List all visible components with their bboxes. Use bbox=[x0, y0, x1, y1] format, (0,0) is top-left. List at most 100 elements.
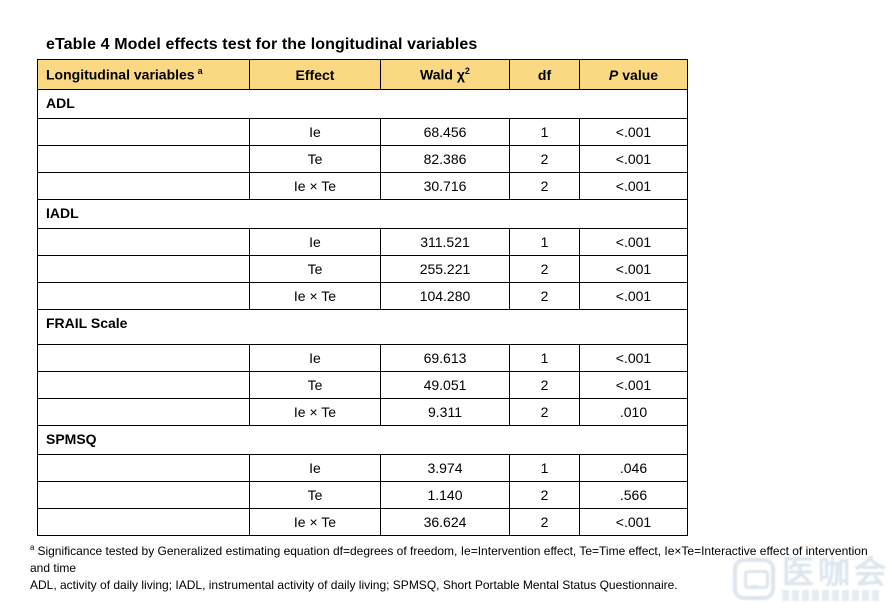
header-wald-label: Wald χ bbox=[420, 66, 465, 83]
cell-wald-chi2: 68.456 bbox=[380, 118, 510, 146]
cell-effect: Ie × Te bbox=[249, 172, 381, 200]
cell-df: 2 bbox=[509, 255, 580, 283]
section-row: SPMSQ bbox=[37, 425, 688, 455]
cell-p-value: <.001 bbox=[579, 145, 688, 173]
section-label: IADL bbox=[37, 199, 688, 229]
cell-wald-chi2: 1.140 bbox=[380, 481, 510, 509]
cell-df: 1 bbox=[509, 118, 580, 146]
cell-variable bbox=[37, 118, 250, 146]
cell-p-value: <.001 bbox=[579, 282, 688, 310]
cell-wald-chi2: 311.521 bbox=[380, 228, 510, 256]
cell-p-value: <.001 bbox=[579, 172, 688, 200]
cell-wald-chi2: 69.613 bbox=[380, 344, 510, 372]
cell-p-value: .046 bbox=[579, 454, 688, 482]
section-row: IADL bbox=[37, 199, 688, 229]
cell-effect: Ie bbox=[249, 454, 381, 482]
cell-p-value: <.001 bbox=[579, 255, 688, 283]
cell-df: 2 bbox=[509, 481, 580, 509]
header-longitudinal-variables: Longitudinal variables a bbox=[37, 59, 250, 90]
cell-variable bbox=[37, 344, 250, 372]
cell-wald-chi2: 36.624 bbox=[380, 508, 510, 536]
cell-df: 1 bbox=[509, 228, 580, 256]
section-row: FRAIL Scale bbox=[37, 309, 688, 345]
section-label: SPMSQ bbox=[37, 425, 688, 455]
cell-p-value: .010 bbox=[579, 398, 688, 426]
cell-variable bbox=[37, 508, 250, 536]
table-header: Longitudinal variables a Effect Wald χ2 d… bbox=[37, 59, 688, 90]
cell-p-value: <.001 bbox=[579, 508, 688, 536]
cell-effect: Ie × Te bbox=[249, 508, 381, 536]
cell-wald-chi2: 9.311 bbox=[380, 398, 510, 426]
cell-variable bbox=[37, 371, 250, 399]
cell-effect: Te bbox=[249, 371, 381, 399]
header-variables-label: Longitudinal variables bbox=[46, 66, 195, 83]
cell-variable bbox=[37, 145, 250, 173]
cell-effect: Ie bbox=[249, 118, 381, 146]
footnote-line1-text: Significance tested by Generalized estim… bbox=[30, 544, 868, 575]
cell-variable bbox=[37, 282, 250, 310]
footnote-superscript: a bbox=[30, 543, 35, 552]
section-label: FRAIL Scale bbox=[37, 309, 688, 345]
cell-variable bbox=[37, 398, 250, 426]
cell-variable bbox=[37, 228, 250, 256]
data-row: Te 49.051 2 <.001 bbox=[37, 371, 688, 399]
cell-variable bbox=[37, 172, 250, 200]
cell-effect: Ie × Te bbox=[249, 398, 381, 426]
cell-wald-chi2: 3.974 bbox=[380, 454, 510, 482]
data-row: Ie × Te 30.716 2 <.001 bbox=[37, 172, 688, 200]
table-title: eTable 4 Model effects test for the long… bbox=[46, 36, 478, 53]
data-row: Ie × Te 36.624 2 <.001 bbox=[37, 508, 688, 536]
cell-df: 2 bbox=[509, 282, 580, 310]
header-wald-chi2: Wald χ2 bbox=[380, 59, 510, 90]
data-row: Ie 68.456 1 <.001 bbox=[37, 118, 688, 146]
cell-wald-chi2: 255.221 bbox=[380, 255, 510, 283]
header-p-rest: value bbox=[622, 66, 659, 83]
cell-wald-chi2: 49.051 bbox=[380, 371, 510, 399]
data-row: Ie 311.521 1 <.001 bbox=[37, 228, 688, 256]
table-body: ADL Ie 68.456 1 <.001 Te 82.386 2 <.001 Ie × Te 30… bbox=[37, 89, 688, 536]
effects-table: Longitudinal variables a Effect Wald χ2 d… bbox=[37, 59, 688, 536]
cell-df: 1 bbox=[509, 344, 580, 372]
cell-p-value: <.001 bbox=[579, 371, 688, 399]
cell-p-value: <.001 bbox=[579, 344, 688, 372]
footnotes: a Significance tested by Generalized esti… bbox=[30, 539, 872, 594]
cell-p-value: <.001 bbox=[579, 228, 688, 256]
cell-effect: Ie bbox=[249, 228, 381, 256]
header-effect: Effect bbox=[249, 59, 381, 90]
data-row: Te 82.386 2 <.001 bbox=[37, 145, 688, 173]
data-row: Te 1.140 2.566 bbox=[37, 481, 688, 509]
cell-effect: Te bbox=[249, 481, 381, 509]
cell-wald-chi2: 104.280 bbox=[380, 282, 510, 310]
cell-p-value: <.001 bbox=[579, 118, 688, 146]
section-label: ADL bbox=[37, 89, 688, 119]
cell-df: 2 bbox=[509, 398, 580, 426]
section-row: ADL bbox=[37, 89, 688, 119]
cell-df: 1 bbox=[509, 454, 580, 482]
cell-df: 2 bbox=[509, 145, 580, 173]
data-row: Ie × Te 9.311 2.010 bbox=[37, 398, 688, 426]
cell-variable bbox=[37, 454, 250, 482]
header-variables-superscript: a bbox=[197, 66, 203, 77]
header-wald-superscript: 2 bbox=[464, 66, 470, 77]
footnote-abbreviations: ADL, activity of daily living; IADL, ins… bbox=[30, 578, 678, 592]
cell-effect: Te bbox=[249, 145, 381, 173]
cell-variable bbox=[37, 481, 250, 509]
cell-variable bbox=[37, 255, 250, 283]
cell-p-value: .566 bbox=[579, 481, 688, 509]
header-row: Longitudinal variables a Effect Wald χ2 d… bbox=[37, 59, 688, 90]
cell-df: 2 bbox=[509, 371, 580, 399]
cell-wald-chi2: 82.386 bbox=[380, 145, 510, 173]
cell-effect: Ie × Te bbox=[249, 282, 381, 310]
cell-effect: Te bbox=[249, 255, 381, 283]
cell-wald-chi2: 30.716 bbox=[380, 172, 510, 200]
data-row: Ie 3.974 1.046 bbox=[37, 454, 688, 482]
cell-effect: Ie bbox=[249, 344, 381, 372]
cell-df: 2 bbox=[509, 172, 580, 200]
data-row: Te 255.221 2 <.001 bbox=[37, 255, 688, 283]
data-row: Ie 69.613 1 <.001 bbox=[37, 344, 688, 372]
header-p-italic: P bbox=[608, 66, 619, 83]
cell-df: 2 bbox=[509, 508, 580, 536]
footnote-significance: a Significance tested by Generalized esti… bbox=[30, 539, 872, 577]
